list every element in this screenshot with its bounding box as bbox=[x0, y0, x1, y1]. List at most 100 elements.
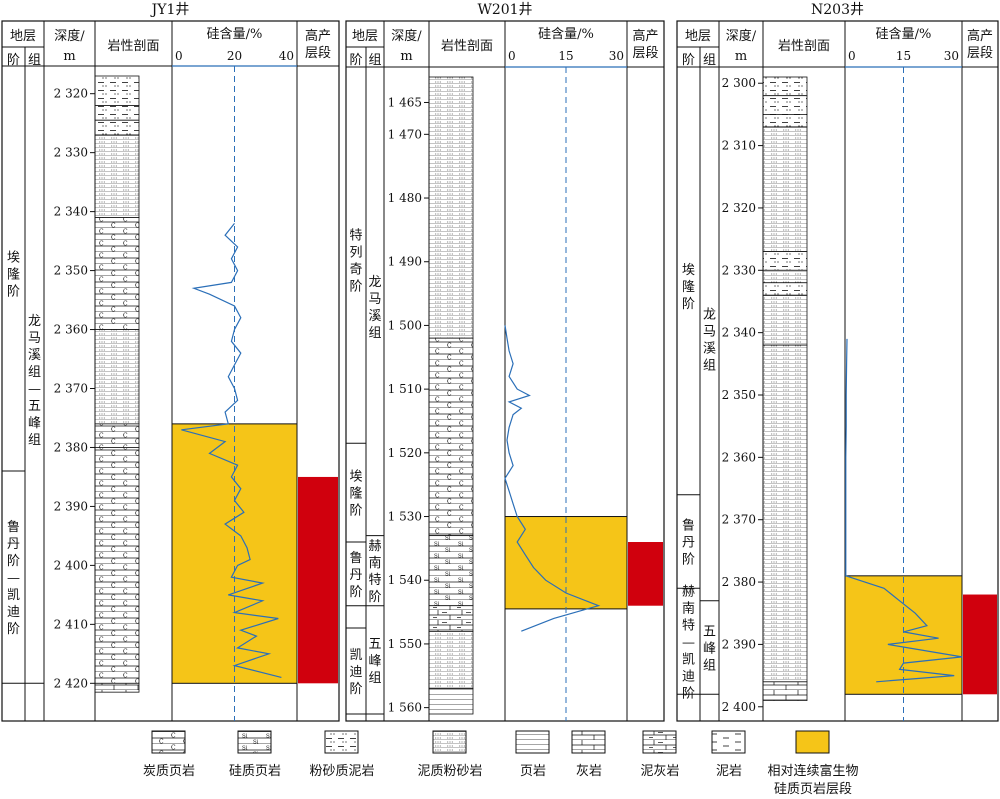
legend-item-carbonaceous-shale: 炭质页岩 bbox=[143, 730, 195, 779]
silica-curve bbox=[504, 325, 601, 632]
lithology-bed-muddy-limestone bbox=[428, 605, 474, 632]
lithology-bed-muddy-siltstone bbox=[94, 329, 140, 425]
lithology-bed-limestone bbox=[762, 681, 808, 701]
depth-tick-label: 2 330 bbox=[722, 263, 756, 277]
formation-label-char: 峰 bbox=[28, 416, 41, 431]
depth-tick-label: 2 340 bbox=[722, 326, 756, 340]
stage-label-char: 阶 bbox=[349, 504, 362, 519]
lithology-column bbox=[428, 76, 474, 715]
stratum-header: 地层 bbox=[685, 29, 711, 44]
lithology-bed-carbonaceous-shale bbox=[94, 217, 140, 330]
formation-label-char: 马 bbox=[28, 331, 41, 346]
formation-label-char: 马 bbox=[703, 324, 716, 339]
high-production-header: 高产 bbox=[305, 28, 331, 44]
depth-tick-label: 2 300 bbox=[722, 76, 756, 90]
depth-tick-label: 2 380 bbox=[54, 440, 88, 454]
formation-header: 组 bbox=[703, 53, 716, 68]
formation-label-char: 组 bbox=[703, 358, 716, 373]
legend-label: 炭质页岩 bbox=[143, 764, 195, 779]
lithology-bed-silty-mudstone bbox=[94, 105, 140, 121]
formation-label-char: 龙 bbox=[368, 275, 381, 290]
depth-header: 深度/ bbox=[391, 28, 422, 44]
lithology-header: 岩性剖面 bbox=[107, 39, 159, 54]
depth-tick-label: 2 390 bbox=[722, 637, 756, 651]
lithology-bed-silty-mudstone bbox=[94, 119, 140, 136]
formation-label-char: 特 bbox=[368, 573, 381, 588]
stage-label-char: 埃 bbox=[682, 263, 695, 278]
formation-label-char: 溪 bbox=[28, 348, 41, 363]
lithology-bed-siliceous-shale bbox=[428, 535, 474, 607]
lithology-bed-carbonaceous-shale bbox=[94, 447, 140, 684]
silica-tick-label: 15 bbox=[896, 49, 911, 63]
legend-swatch bbox=[571, 730, 606, 754]
lithology-column bbox=[762, 76, 808, 701]
lithology-header: 岩性剖面 bbox=[441, 39, 493, 54]
formation-label-char: 组 bbox=[368, 326, 381, 341]
depth-tick-label: 2 360 bbox=[54, 323, 88, 337]
depth-tick-label: 1 465 bbox=[388, 95, 422, 109]
legend-swatch bbox=[711, 730, 746, 754]
stage-label-char: 阶 bbox=[349, 585, 362, 600]
depth-tick-label: 2 380 bbox=[722, 575, 756, 589]
legend-swatch bbox=[151, 730, 186, 754]
formation-header: 组 bbox=[368, 53, 381, 68]
legend-swatch bbox=[795, 730, 830, 754]
legend-swatch bbox=[324, 730, 359, 754]
stage-label-char: 阶 bbox=[349, 682, 362, 697]
high-production-interval bbox=[963, 594, 997, 695]
lithology-bed-muddy-siltstone bbox=[94, 134, 140, 218]
silica-curve bbox=[845, 338, 963, 683]
stage-label-char: 隆 bbox=[682, 280, 695, 295]
silica-tick-label: 20 bbox=[227, 49, 242, 63]
depth-tick-label: 1 540 bbox=[388, 573, 422, 587]
silica-header: 硅含量/% bbox=[538, 26, 594, 42]
legend-label: 粉砂质泥岩 bbox=[309, 764, 374, 779]
lithology-bed-silty-mudstone bbox=[762, 76, 808, 97]
legend-label: 相对连续富生物 bbox=[767, 763, 858, 779]
legend-item-shale: 页岩 bbox=[515, 730, 550, 779]
formation-label-char: 五 bbox=[28, 399, 41, 414]
stage-header: 阶 bbox=[349, 53, 362, 68]
panel-frame bbox=[1, 20, 340, 722]
stage-label-char: 埃 bbox=[7, 251, 20, 266]
legend-item-muddy-siltstone: 泥质粉砂岩 bbox=[417, 730, 483, 779]
depth-tick-label: 2 410 bbox=[54, 617, 88, 631]
stage-label-char: 丹 bbox=[682, 536, 695, 551]
high-production-header-2: 层段 bbox=[632, 46, 658, 61]
silica-curve bbox=[181, 223, 282, 678]
formation-label-char: 组 bbox=[368, 671, 381, 686]
depth-tick-label: 2 320 bbox=[722, 201, 756, 215]
stage-label-char: 鲁 bbox=[682, 519, 695, 534]
stage-label-char: 阶 bbox=[682, 297, 695, 312]
rich-silica-shale-interval bbox=[171, 423, 298, 684]
stage-header: 阶 bbox=[7, 53, 20, 68]
legend-label: 灰岩 bbox=[576, 764, 602, 779]
lithology-bed-silty-mudstone bbox=[94, 75, 140, 106]
panel-frame bbox=[676, 20, 999, 722]
lithology-column bbox=[94, 75, 140, 693]
stage-label-char: 阶 bbox=[7, 285, 20, 300]
silica-tick-label: 15 bbox=[558, 49, 573, 63]
silica-header: 硅含量/% bbox=[207, 26, 263, 42]
depth-tick-label: 2 420 bbox=[54, 676, 88, 690]
depth-tick-label: 2 330 bbox=[54, 146, 88, 160]
depth-tick-label: 2 400 bbox=[54, 558, 88, 572]
depth-tick-label: 1 550 bbox=[388, 637, 422, 651]
depth-tick-label: 2 320 bbox=[54, 87, 88, 101]
formation-label-char: 溪 bbox=[368, 309, 381, 324]
lithology-bed-silty-mudstone bbox=[762, 95, 808, 115]
stage-label-char: 阶 bbox=[682, 553, 695, 568]
high-production-header: 高产 bbox=[967, 28, 993, 44]
stage-label-char: 丹 bbox=[349, 568, 362, 583]
silica-tick-label: 30 bbox=[944, 49, 959, 63]
stage-label-char: 迪 bbox=[682, 669, 695, 684]
depth-tick-label: 2 310 bbox=[722, 139, 756, 153]
stage-label-char: 阶 bbox=[7, 554, 20, 569]
depth-tick-label: 2 400 bbox=[722, 700, 756, 714]
legend-swatch bbox=[642, 730, 677, 754]
depth-tick-label: 2 390 bbox=[54, 499, 88, 513]
depth-tick-label: 2 360 bbox=[722, 450, 756, 464]
formation-label-char: 龙 bbox=[28, 314, 41, 329]
